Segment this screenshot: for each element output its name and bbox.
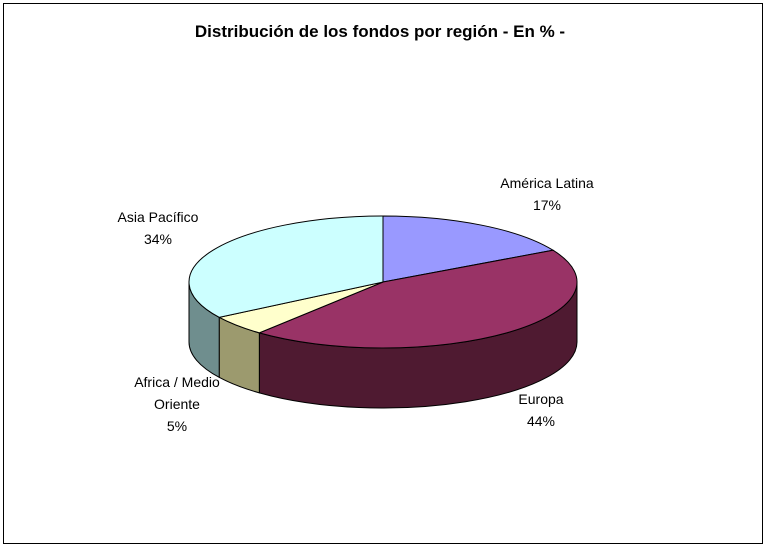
pie-slice-europa (257, 249, 578, 349)
pie-value-label: 5% (167, 418, 187, 434)
pie-slice-asia-pacifico (188, 215, 384, 318)
pie-label-africa-medio-oriente: Africa / Medio Oriente 5% (134, 374, 220, 434)
pie-side-walls (188, 281, 578, 409)
pie-category-label: América Latina (500, 175, 594, 191)
chart-title: Distribución de los fondos por región - … (194, 22, 566, 41)
pie-category-label: Africa / Medio (134, 374, 220, 390)
pie-top-faces (188, 215, 578, 349)
pie-category-label: Europa (518, 391, 563, 407)
pie-value-label: 34% (144, 231, 172, 247)
pie-value-label: 17% (533, 197, 561, 213)
pie-labels: América Latina 17% Europa 44% Africa / Medio… (118, 175, 594, 434)
pie-label-europa: Europa 44% (518, 391, 563, 429)
pie-slice-america-latina (382, 215, 555, 283)
pie-category-label: Asia Pacífico (118, 209, 199, 225)
pie-label-asia-pacifico: Asia Pacífico 34% (118, 209, 199, 247)
pie-value-label: 44% (527, 413, 555, 429)
pie-category-label: Oriente (154, 396, 200, 412)
pie-label-america-latina: América Latina 17% (500, 175, 594, 213)
